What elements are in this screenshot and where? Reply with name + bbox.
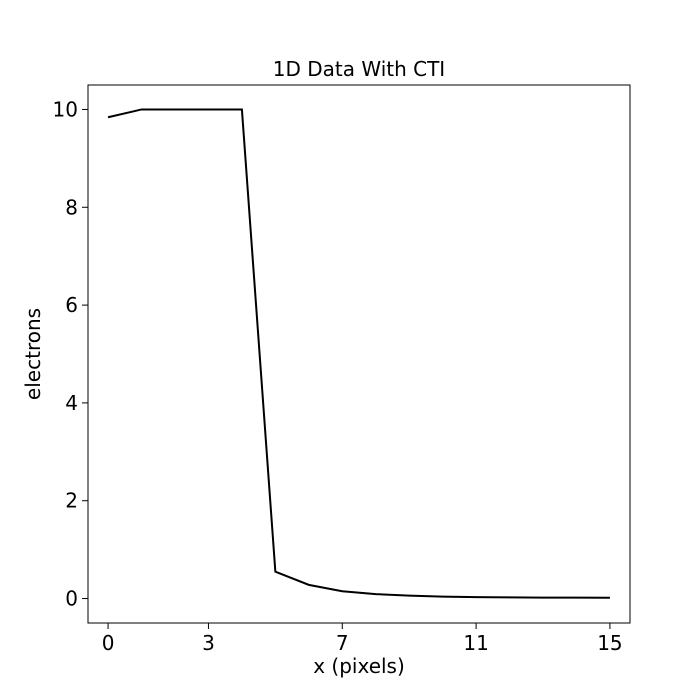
x-axis: 0 3 7 11 15	[102, 623, 623, 655]
y-tick-label: 10	[53, 97, 78, 121]
x-tick-label: 0	[102, 631, 115, 655]
y-tick-label: 6	[65, 293, 78, 317]
plot-frame	[87, 84, 631, 624]
y-tick-label: 0	[65, 587, 78, 611]
x-axis-label: x (pixels)	[313, 654, 405, 678]
x-tick-label: 7	[336, 631, 349, 655]
y-axis-label: electrons	[21, 308, 45, 400]
x-tick-label: 11	[463, 631, 488, 655]
series-line	[107, 108, 610, 599]
plot-area	[107, 108, 610, 599]
y-axis: 0 2 4 6 8 10	[53, 97, 88, 611]
chart-title: 1D Data With CTI	[273, 57, 445, 81]
x-tick-label: 3	[202, 631, 215, 655]
y-tick-label: 4	[65, 391, 78, 415]
x-tick-label: 15	[597, 631, 622, 655]
y-tick-label: 2	[65, 489, 78, 513]
y-tick-label: 8	[65, 195, 78, 219]
